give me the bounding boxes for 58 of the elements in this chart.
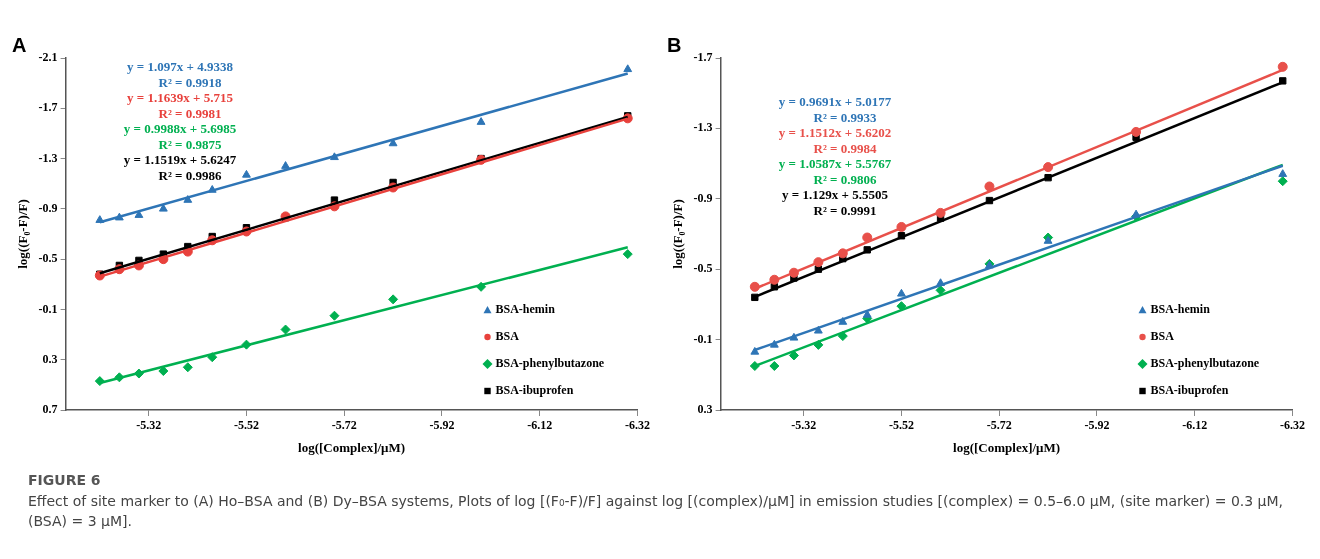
legend-label: BSA-ibuprofen [495, 383, 574, 398]
annotation: R² = 0.9991 [813, 202, 877, 218]
y-tick-label: 0.3 [42, 351, 58, 366]
legend-label: BSA-hemin [495, 302, 556, 317]
y-tick-label: -0.5 [38, 251, 58, 266]
legend-label: BSA-hemin [1150, 302, 1211, 317]
x-tick-label: -5.72 [986, 418, 1012, 433]
caption: FIGURE 6 [28, 472, 102, 488]
x-tick-label: -5.52 [233, 418, 259, 433]
x-axis-title: log([Complex]/μM) [298, 439, 406, 455]
annotation: R² = 0.9986 [158, 167, 222, 183]
y-tick-label: -0.1 [38, 301, 58, 316]
annotation: R² = 0.9981 [158, 105, 222, 121]
chart-title: B [667, 33, 682, 56]
annotation: y = 0.9691x + 5.0177 [778, 94, 892, 110]
legend-label: BSA-phenylbutazone [1150, 356, 1260, 371]
y-axis-title: log((F₀-F)/F) [15, 199, 31, 269]
annotation: y = 1.1512x + 5.6202 [778, 125, 892, 141]
annotation: y = 1.0587x + 5.5767 [778, 156, 892, 172]
x-tick-label: -5.32 [791, 418, 817, 433]
text: Effect of site marker to (A) Ho–BSA and (B) Dy–BSA systems, Plots of log [(F₀-F)/F] against log [(complex)/μM] in emission studies [(complex) = 0.5–6.0 μM, (site marker) = 0.3 μM, (BSA) = 3 μM]. [28, 492, 1285, 531]
x-tick-label: -5.52 [888, 418, 914, 433]
y-tick-label: -1.7 [693, 50, 713, 65]
annotation: y = 1.129x + 5.5505 [782, 187, 889, 203]
y-tick-label: 0.3 [697, 402, 713, 417]
annotation: y = 1.1639x + 5.715 [127, 90, 234, 106]
annotation: R² = 0.9806 [813, 171, 877, 187]
y-tick-label: 0.7 [42, 402, 58, 417]
y-tick-label: -0.9 [38, 200, 58, 215]
x-tick-label: -5.92 [1084, 418, 1110, 433]
x-tick-label: -6.32 [625, 418, 650, 433]
x-tick-label: -5.32 [136, 418, 162, 433]
annotation: y = 0.9988x + 5.6985 [123, 121, 237, 137]
y-tick-label: -0.9 [693, 190, 713, 205]
x-tick-label: -5.72 [331, 418, 357, 433]
chart-title: A [12, 33, 27, 56]
legend-label: BSA-phenylbutazone [495, 356, 605, 371]
legend-label: BSA-ibuprofen [1150, 383, 1229, 398]
annotation: R² = 0.9875 [158, 136, 222, 152]
y-tick-label: -1.3 [38, 150, 58, 165]
annotation: R² = 0.9933 [813, 109, 877, 125]
y-tick-label: -2.1 [38, 50, 58, 65]
y-axis-title: log((F₀-F)/F) [670, 199, 686, 269]
annotation: R² = 0.9984 [813, 140, 877, 156]
x-tick-label: -6.32 [1280, 418, 1305, 433]
y-tick-label: -0.5 [693, 261, 713, 276]
x-tick-label: -6.12 [527, 418, 553, 433]
legend-label: BSA [495, 329, 520, 344]
y-tick-label: -0.1 [693, 331, 713, 346]
y-tick-label: -1.3 [693, 120, 713, 135]
x-axis-title: log([Complex]/μM) [953, 439, 1061, 455]
y-tick-label: -1.7 [38, 100, 58, 115]
x-tick-label: -6.12 [1182, 418, 1208, 433]
annotation: y = 1.1519x + 5.6247 [123, 152, 237, 168]
annotation: R² = 0.9918 [158, 74, 222, 90]
x-tick-label: -5.92 [429, 418, 455, 433]
annotation: y = 1.097x + 4.9338 [127, 59, 234, 75]
legend-label: BSA [1150, 329, 1175, 344]
